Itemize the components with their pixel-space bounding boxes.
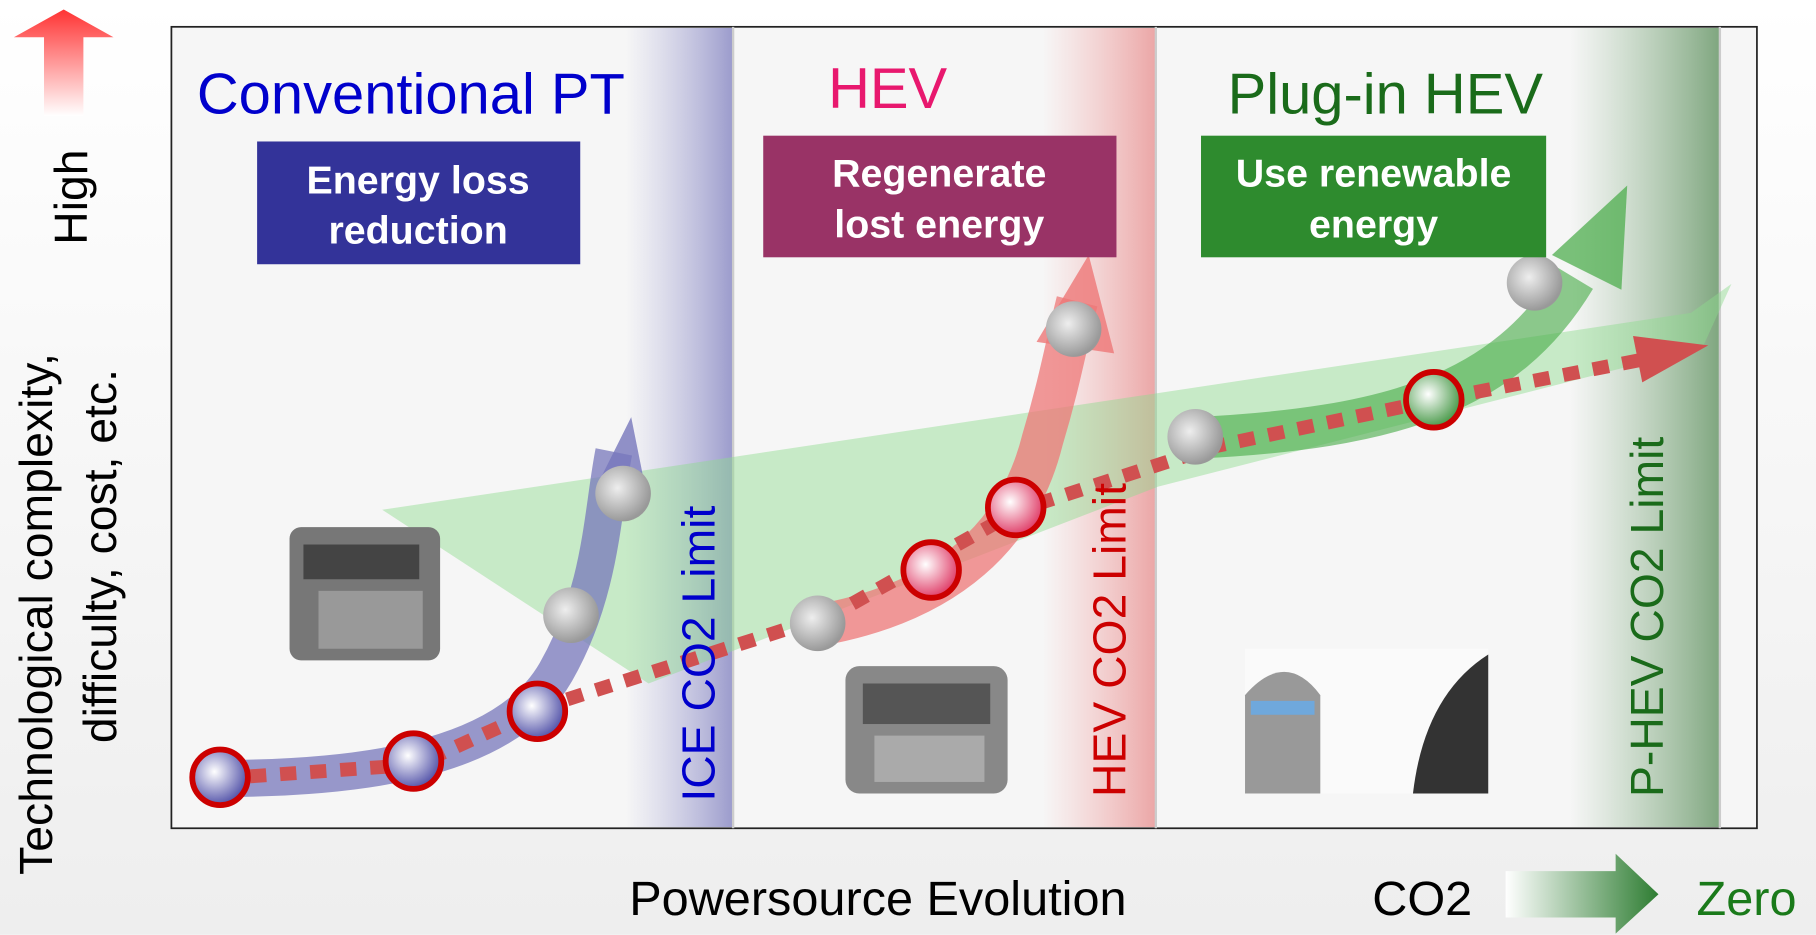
co2-label: CO2: [1372, 872, 1472, 926]
zero-label: Zero: [1697, 872, 1797, 926]
marker: [1046, 301, 1102, 357]
page: High Technological complexity, difficult…: [0, 0, 1816, 935]
marker: [595, 466, 651, 522]
box-text: Use renewable: [1236, 152, 1512, 196]
plug-image: [1245, 649, 1488, 794]
box-text: energy: [1309, 203, 1438, 247]
engine-image: [845, 666, 1007, 793]
marker: [790, 595, 846, 651]
limit-label: HEV CO2 Limit: [1084, 483, 1136, 797]
box-text: Regenerate: [832, 152, 1046, 196]
y-high: High: [45, 149, 97, 244]
marker: [1507, 255, 1563, 311]
marker: [386, 733, 442, 789]
marker: [903, 542, 959, 598]
box-text: Energy loss: [307, 159, 530, 203]
x-label: Powersource Evolution: [629, 872, 1126, 926]
diagram: High Technological complexity, difficult…: [0, 0, 1816, 935]
section-title: Plug-in HEV: [1228, 63, 1544, 127]
marker: [988, 480, 1044, 536]
box-text: reduction: [328, 208, 507, 252]
marker: [543, 587, 599, 643]
limit-label: P-HEV CO2 Limit: [1621, 437, 1673, 797]
y-label: Technological complexity,: [10, 353, 62, 875]
box-text: lost energy: [834, 203, 1044, 247]
marker: [192, 750, 248, 806]
section-title: Conventional PT: [197, 63, 625, 127]
limit-label: ICE CO2 Limit: [673, 506, 725, 802]
engine-image: [290, 527, 441, 660]
marker: [1167, 409, 1223, 465]
y-label: difficulty, cost, etc.: [74, 369, 126, 743]
marker: [510, 683, 566, 739]
section-title: HEV: [828, 57, 947, 121]
marker: [1406, 372, 1462, 428]
